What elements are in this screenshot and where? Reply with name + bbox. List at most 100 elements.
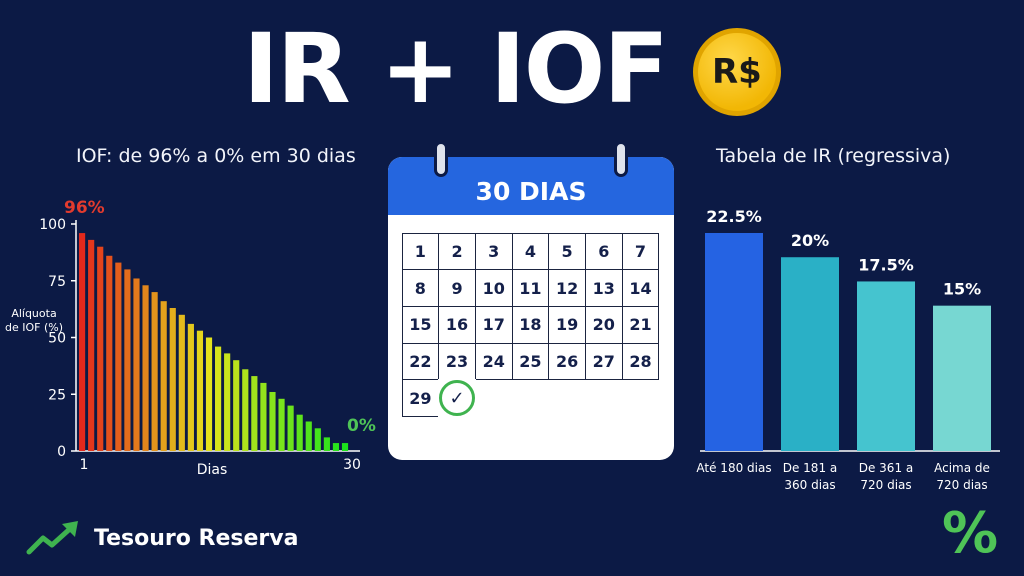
calendar: 30 DIAS 1 2 3 4 5 6 7 8 9 10 11 12 13 14 15 16 17 18 19 20 2… (388, 141, 674, 460)
ir-bar (781, 257, 839, 451)
iof-bar (187, 323, 194, 451)
calendar-day: 28 (621, 342, 660, 381)
iof-y-tick-label: 75 (48, 274, 66, 290)
calendar-ring-left (434, 141, 448, 177)
iof-bar (115, 262, 122, 451)
calendar-day: 14 (621, 269, 660, 307)
iof-end-annotation: 0% (347, 416, 376, 436)
brand: Tesouro Reserva (26, 520, 298, 556)
iof-bar (287, 405, 294, 451)
ir-data-label: 15% (943, 280, 981, 299)
brand-name: Tesouro Reserva (94, 525, 299, 551)
ir-data-label: 20% (791, 231, 829, 250)
ir-bar (705, 233, 763, 451)
iof-bar (97, 246, 104, 451)
calendar-day: 27 (584, 342, 623, 381)
ir-category-label: De 361 a (859, 461, 914, 475)
iof-bar (278, 398, 285, 451)
iof-bar (224, 353, 231, 451)
calendar-day: 7 (621, 232, 660, 271)
calendar-day: 9 (438, 269, 476, 307)
iof-bar (196, 330, 204, 451)
iof-bar (314, 428, 321, 451)
iof-y-tick-label: 0 (57, 444, 66, 460)
iof-bar (106, 255, 113, 451)
iof-bar (260, 382, 267, 451)
iof-y-tick-label: 50 (48, 331, 66, 347)
calendar-day: 17 (474, 305, 513, 344)
calendar-day: 10 (474, 269, 513, 307)
ir-category-label: De 181 a (783, 461, 838, 475)
iof-bar (323, 437, 330, 451)
calendar-header: 30 DIAS (388, 157, 674, 215)
calendar-ring-right (614, 141, 628, 177)
check-icon: ✓ (439, 380, 476, 417)
iof-bar (88, 239, 95, 451)
calendar-day: 29 (401, 379, 440, 417)
calendar-day: 4 (511, 232, 550, 271)
calendar-day: 19 (548, 305, 586, 344)
ir-category-label: 720 dias (936, 478, 987, 492)
calendar-check-cell: ✓ (438, 379, 476, 417)
iof-y-tick-label: 100 (39, 217, 66, 233)
iof-bar (151, 292, 158, 451)
iof-bar (305, 421, 312, 451)
iof-bar (142, 285, 149, 451)
iof-x-tick-label: 30 (343, 457, 361, 473)
calendar-day: 24 (474, 342, 513, 381)
calendar-day: 5 (548, 232, 586, 271)
calendar-day: 20 (584, 305, 623, 344)
calendar-day: 15 (401, 305, 440, 344)
ir-bar (857, 281, 915, 451)
calendar-day: 13 (584, 269, 623, 307)
calendar-day: 1 (401, 232, 440, 271)
ir-category-label: Até 180 dias (696, 461, 771, 475)
iof-y-axis-label: Alíquota (11, 307, 56, 320)
iof-bar (79, 233, 86, 451)
calendar-day: 16 (438, 305, 476, 344)
calendar-day: 12 (548, 269, 586, 307)
iof-start-annotation: 96% (64, 198, 105, 218)
calendar-day: 25 (511, 342, 550, 381)
main-title: IR + IOF (243, 13, 669, 125)
iof-chart-title: IOF: de 96% a 0% em 30 dias (76, 145, 356, 167)
percent-icon: % (942, 501, 999, 566)
iof-bar (124, 269, 131, 451)
iof-bar (205, 337, 213, 451)
ir-category-label: 720 dias (860, 478, 911, 492)
iof-y-axis-label: de IOF (%) (5, 321, 63, 334)
ir-chart-title: Tabela de IR (regressiva) (716, 145, 951, 167)
calendar-day: 6 (584, 232, 623, 271)
calendar-day: 11 (511, 269, 550, 307)
ir-data-label: 22.5% (706, 207, 762, 226)
iof-bar (296, 414, 303, 451)
iof-bar (332, 443, 340, 451)
calendar-grid: 1 2 3 4 5 6 7 8 9 10 11 12 13 14 15 16 17 18 19 20 21 22 23 24 2… (401, 232, 660, 417)
iof-bar (341, 443, 349, 451)
calendar-day: 26 (548, 342, 586, 381)
calendar-day: 23 (438, 342, 476, 381)
trend-up-arrow-icon (26, 521, 78, 555)
iof-bar (169, 307, 176, 451)
iof-bar (242, 369, 249, 451)
iof-bar (233, 360, 240, 451)
calendar-day: 3 (474, 232, 513, 271)
iof-x-tick-label: 1 (80, 457, 89, 473)
header: IR + IOF R$ (0, 14, 1024, 124)
ir-category-label: 360 dias (784, 478, 835, 492)
calendar-day: 22 (401, 342, 440, 381)
iof-bar (251, 376, 258, 451)
calendar-day: 8 (401, 269, 440, 307)
iof-y-tick-label: 25 (48, 387, 66, 403)
ir-category-label: Acima de (934, 461, 990, 475)
iof-bar (178, 314, 185, 451)
calendar-day: 21 (621, 305, 660, 344)
iof-x-axis-label: Dias (197, 462, 228, 478)
iof-bar (269, 391, 276, 451)
ir-data-label: 17.5% (858, 255, 914, 274)
iof-bar (160, 301, 167, 451)
iof-bar (133, 278, 140, 451)
iof-bar (215, 346, 222, 451)
